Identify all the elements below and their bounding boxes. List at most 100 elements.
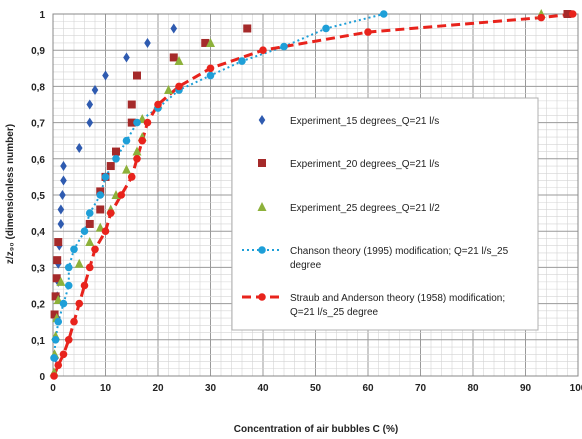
data-point-series-3: [322, 24, 330, 33]
data-point-series-2: [206, 37, 215, 47]
legend-marker-1: [258, 159, 266, 167]
data-point-series-3: [133, 118, 141, 127]
data-point-series-1: [201, 38, 210, 47]
plot-area-border: [52, 13, 579, 377]
y-tick-label: 0: [39, 372, 45, 383]
legend-label-line: degree: [290, 260, 322, 271]
data-point-series-0: [170, 23, 178, 34]
data-point-series-0: [144, 37, 151, 48]
data-point-series-3: [70, 245, 78, 254]
data-point-series-2: [56, 276, 66, 286]
legend-label-2: Experiment_25 degrees_Q=21 l/2: [290, 203, 440, 214]
data-point-series-1: [563, 10, 572, 18]
data-point-series-0: [102, 70, 109, 81]
legend-marker-3: [258, 246, 266, 254]
data-point-series-1: [169, 53, 178, 62]
data-point-series-0: [86, 117, 94, 128]
data-point-series-4: [59, 350, 68, 359]
data-point-series-4: [85, 263, 94, 272]
legend-box: [231, 97, 539, 331]
legend-marker-0: [258, 115, 266, 125]
data-point-series-0: [60, 161, 67, 172]
y-axis-ticks: 0 0,1 0,2 0,3 0,4 0,5 0,6 0,7 0,8 0,9 1: [31, 10, 45, 383]
y-tick-label: 0,4: [31, 227, 45, 238]
data-point-series-4: [364, 28, 372, 36]
data-point-series-1: [54, 238, 63, 247]
y-tick-label: 0,1: [31, 336, 45, 347]
y-tick-label: 0,9: [31, 46, 45, 57]
data-point-series-3: [54, 317, 63, 326]
x-tick-label: 90: [520, 383, 532, 394]
data-point-series-1: [133, 71, 141, 80]
data-point-series-4: [259, 46, 267, 54]
data-point-series-4: [568, 10, 577, 18]
data-point-series-4: [70, 317, 78, 326]
data-point-series-1: [96, 205, 105, 214]
y-tick-label: 0,5: [31, 191, 45, 202]
legend-label-line: Straub and Anderson theory (1958) modifi…: [290, 293, 505, 304]
data-point-series-4: [54, 361, 63, 369]
legend-label-0: Experiment_15 degrees_Q=21 l/s: [290, 116, 439, 127]
x-tick-label: 60: [362, 383, 374, 394]
data-point-series-3: [112, 155, 120, 163]
x-tick-label: 100: [570, 383, 582, 394]
data-point-series-1: [53, 256, 62, 265]
legend-label-line: Q=21 l/s_25 degree: [290, 307, 379, 318]
data-point-series-4: [127, 173, 136, 181]
data-point-series-0: [57, 204, 65, 215]
data-point-series-4: [64, 336, 73, 344]
data-point-series-3: [238, 57, 246, 65]
legend-label-3: Chanson theory (1995) modification; Q=21…: [290, 246, 509, 271]
data-point-series-4: [537, 13, 546, 22]
data-point-series-0: [60, 175, 67, 186]
data-point-series-4: [50, 372, 58, 380]
data-point-series-4: [117, 191, 126, 199]
data-point-series-1: [85, 219, 94, 228]
data-point-series-1: [52, 274, 61, 283]
x-tick-label: 10: [100, 383, 112, 394]
y-tick-label: 0,7: [31, 119, 45, 130]
data-point-series-2: [74, 258, 84, 268]
legend-label-4: Straub and Anderson theory (1958) modifi…: [290, 293, 505, 318]
x-axis-title: Concentration of air bubbles C (%): [234, 424, 398, 435]
legend-marker-2: [257, 202, 267, 211]
data-point-series-4: [133, 155, 141, 163]
data-point-series-2: [164, 85, 173, 95]
data-point-series-1: [51, 292, 60, 301]
x-tick-label: 0: [50, 383, 56, 394]
data-point-series-1: [243, 24, 252, 33]
data-point-series-3: [96, 191, 105, 199]
data-point-series-0: [123, 52, 130, 63]
data-point-series-2: [122, 164, 131, 174]
x-tick-label: 50: [310, 383, 322, 394]
legend-label-1: Experiment_20 degrees_Q=21 l/s: [290, 159, 439, 170]
data-point-series-0: [91, 85, 99, 96]
data-point-series-3: [85, 209, 94, 217]
legend-marker-4: [258, 293, 266, 301]
data-point-series-3: [379, 10, 388, 18]
y-tick-label: 0,8: [31, 82, 45, 93]
data-point-series-1: [50, 310, 59, 319]
data-point-series-3: [59, 299, 68, 308]
y-tick-label: 1: [39, 10, 45, 21]
data-point-series-4: [91, 245, 99, 254]
legend-label-line: Chanson theory (1995) modification; Q=21…: [290, 246, 509, 257]
data-point-series-3: [206, 71, 215, 80]
data-point-series-4: [75, 299, 84, 308]
x-tick-label: 40: [257, 383, 269, 394]
data-point-series-4: [138, 136, 147, 145]
data-point-series-3: [64, 263, 73, 272]
data-point-series-4: [206, 64, 215, 73]
data-point-series-0: [59, 190, 66, 200]
data-point-series-1: [106, 162, 115, 171]
data-point-series-1: [112, 147, 120, 156]
data-point-series-2: [174, 56, 184, 66]
data-point-series-1: [127, 118, 136, 127]
data-point-series-0: [57, 218, 65, 229]
data-point-series-3: [280, 42, 288, 51]
data-point-series-4: [143, 118, 152, 127]
data-point-series-2: [132, 146, 142, 156]
x-tick-label: 70: [415, 383, 427, 394]
x-tick-label: 30: [205, 383, 217, 394]
y-tick-label: 0,2: [31, 300, 45, 311]
